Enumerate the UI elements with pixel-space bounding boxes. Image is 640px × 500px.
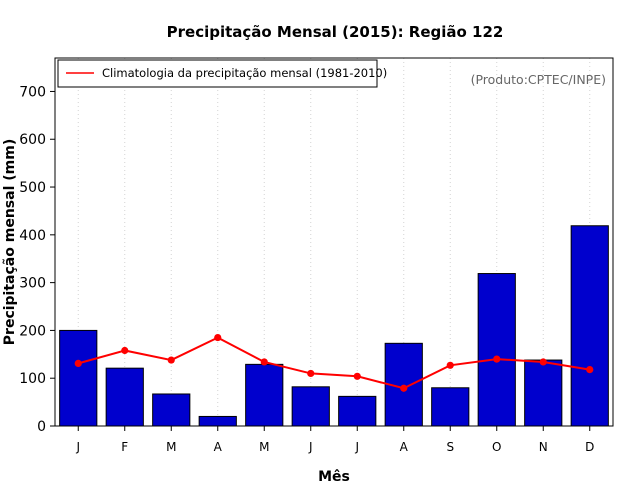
climatology-point-9 [446, 361, 454, 369]
credit-text: (Produto:CPTEC/INPE) [471, 72, 606, 87]
legend-box [57, 59, 378, 88]
climatology-point-8 [400, 384, 408, 392]
climatology-point-2 [121, 346, 129, 355]
x-tick-label: J [354, 440, 359, 454]
y-tick-label: 500 [19, 180, 46, 196]
x-tick-label: A [400, 440, 409, 454]
x-tick-label: N [539, 440, 548, 454]
climatology-point-5 [260, 358, 268, 366]
bar-3 [152, 393, 191, 427]
y-tick-label: 400 [19, 228, 46, 244]
x-tick-label: O [492, 440, 501, 454]
bar-9 [431, 387, 470, 427]
x-tick-label: M [259, 440, 269, 454]
y-tick-label: 700 [19, 84, 46, 100]
x-tick-label: D [585, 440, 594, 454]
x-tick-label: J [308, 440, 313, 454]
y-tick-label: 100 [19, 371, 46, 387]
bar-10 [477, 273, 516, 427]
plot-frame [54, 57, 614, 427]
climatology-point-12 [586, 366, 594, 374]
bar-5 [245, 363, 284, 427]
bar-2 [105, 367, 144, 427]
climatology-point-4 [214, 333, 222, 342]
y-axis: 0 100 200 300 400 500 600 700 [19, 84, 55, 435]
climatology-line [77, 336, 590, 390]
bar-4 [198, 415, 237, 427]
y-tick-label: 300 [19, 276, 46, 292]
climatology-point-10 [493, 355, 501, 363]
bar-1 [59, 329, 98, 427]
x-tick-label: A [214, 440, 223, 454]
climatology-point-7 [353, 372, 361, 380]
y-tick-label: 600 [19, 132, 46, 148]
bar-6 [291, 386, 330, 427]
legend: Climatologia da precipitação mensal (198… [57, 59, 387, 88]
chart-title: Precipitação Mensal (2015): Região 122 [167, 23, 504, 41]
bar-11 [524, 359, 563, 427]
y-tick-label: 0 [37, 419, 46, 435]
bar-7 [338, 395, 377, 427]
bars [59, 225, 609, 427]
legend-label: Climatologia da precipitação mensal (198… [102, 66, 387, 80]
climatology-point-1 [74, 359, 82, 367]
x-tick-label: J [75, 440, 80, 454]
y-tick-label: 200 [19, 323, 46, 339]
x-axis-title: Mês [318, 469, 350, 485]
x-tick-label: F [121, 440, 128, 454]
bar-12 [570, 225, 609, 427]
x-tick-label: S [446, 440, 454, 454]
climatology-point-11 [539, 358, 547, 366]
x-tick-label: M [166, 440, 176, 454]
climatology-point-6 [307, 369, 315, 378]
climatology-point-3 [167, 356, 175, 364]
climatology-series [74, 333, 594, 392]
y-axis-title: Precipitação mensal (mm) [2, 139, 18, 345]
